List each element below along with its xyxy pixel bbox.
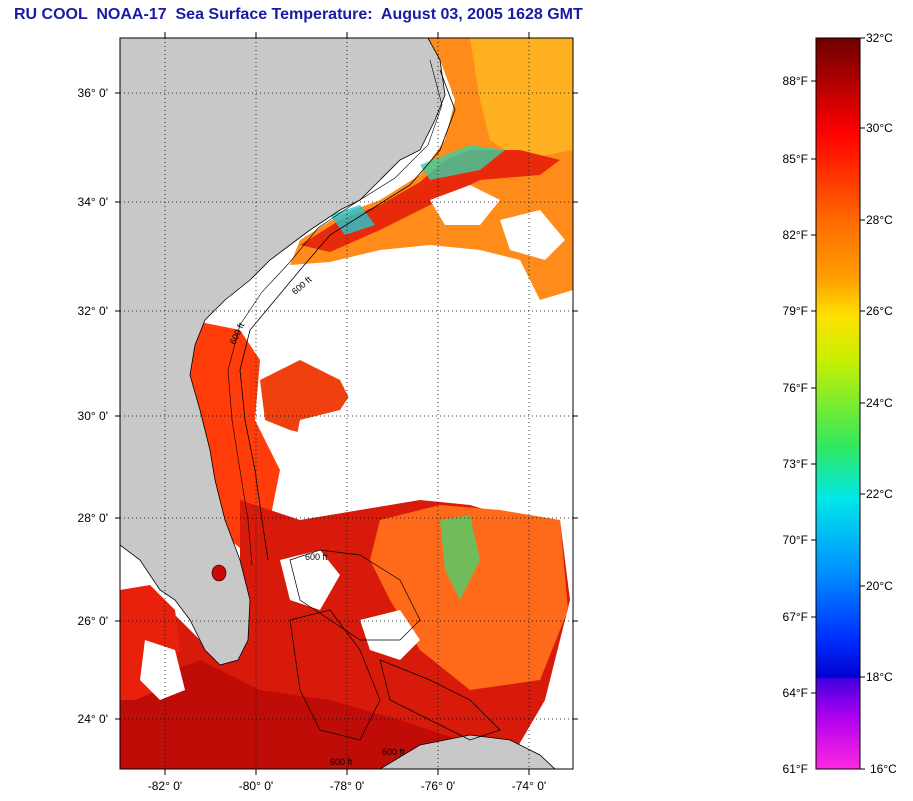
sst-field-northeast bbox=[470, 38, 573, 160]
sst-field-straits bbox=[120, 660, 500, 769]
sst-field-southeast-orange bbox=[370, 505, 568, 690]
cloud-patch-bahamas bbox=[360, 610, 420, 660]
cloud-mass-central bbox=[260, 255, 530, 505]
lon-label-74: -74° 0' bbox=[511, 779, 547, 793]
lat-label-28: 28° 0' bbox=[77, 511, 108, 525]
lon-label-82: -82° 0' bbox=[147, 779, 183, 793]
lon-label-80: -80° 0' bbox=[238, 779, 274, 793]
lon-label-78: -78° 0' bbox=[329, 779, 365, 793]
colorbar-label-c: 28°C bbox=[866, 213, 893, 227]
colorbar-ticks bbox=[811, 37, 865, 770]
colorbar-label-c: 20°C bbox=[866, 579, 893, 593]
colorbar-label-c: 18°C bbox=[866, 670, 893, 684]
colorbar-scale bbox=[815, 37, 861, 770]
cloud-patch-south bbox=[280, 550, 340, 610]
sst-field-florida-shelf bbox=[188, 320, 280, 560]
colorbar-label-f: 70°F bbox=[782, 533, 808, 547]
colorbar-label-f: 64°F bbox=[782, 686, 808, 700]
colorbar-label-f: 82°F bbox=[782, 228, 808, 242]
map-title: RU COOL NOAA-17 Sea Surface Temperature:… bbox=[14, 6, 583, 23]
colorbar-label-c: 32°C bbox=[866, 31, 893, 45]
lat-label-34: 34° 0' bbox=[77, 195, 108, 209]
isobath-bahamas-contour bbox=[289, 549, 421, 641]
contour-label: 600 ft bbox=[382, 747, 405, 757]
colorbar-label-f: 88°F bbox=[782, 74, 808, 88]
colorbar-label-c: 24°C bbox=[866, 396, 893, 410]
isobath-bahamas-contour-2 bbox=[289, 609, 381, 741]
sst-cool-streak-outerbanks bbox=[420, 145, 505, 180]
lat-label-32: 32° 0' bbox=[77, 304, 108, 318]
contour-label: 600 ft bbox=[330, 757, 353, 767]
contour-label: 600 ft bbox=[305, 552, 328, 562]
lon-label-76: -76° 0' bbox=[420, 779, 456, 793]
colorbar-label-f: 67°F bbox=[782, 610, 808, 624]
isobath-bahamas-contour-3 bbox=[379, 659, 501, 741]
axis-ticks bbox=[115, 32, 578, 775]
colorbar-label-f: 73°F bbox=[782, 457, 808, 471]
colorbar-label-f: 85°F bbox=[782, 152, 808, 166]
colorbar-label-f: 79°F bbox=[782, 304, 808, 318]
map-panel: 600 ft 600 ft 600 ft 600 ft 600 ft bbox=[120, 38, 573, 769]
lat-label-26: 26° 0' bbox=[77, 614, 108, 628]
lat-label-36: 36° 0' bbox=[77, 86, 108, 100]
cloud-patch-east bbox=[500, 210, 565, 260]
cloud-patch-gulf bbox=[140, 640, 185, 700]
lat-label-30: 30° 0' bbox=[77, 409, 108, 423]
isobath-600ft-contour bbox=[239, 69, 456, 561]
sst-cool-streak-southeast bbox=[440, 515, 480, 600]
land-mass-us-southeast bbox=[120, 38, 446, 666]
colorbar-label-c: 16°C bbox=[870, 762, 897, 776]
colorbar-label-f: 76°F bbox=[782, 381, 808, 395]
colorbar-label-c: 30°C bbox=[866, 121, 893, 135]
cloud-patch-north bbox=[430, 185, 500, 225]
lat-label-24: 24° 0' bbox=[77, 712, 108, 726]
isobath-shelf-contour bbox=[227, 59, 443, 566]
colorbar-label-c: 26°C bbox=[866, 304, 893, 318]
lake-okeechobee bbox=[211, 564, 227, 582]
land-mass-cuba bbox=[379, 734, 556, 769]
colorbar-label-f: 61°F bbox=[782, 762, 808, 776]
colorbar-label-c: 22°C bbox=[866, 487, 893, 501]
